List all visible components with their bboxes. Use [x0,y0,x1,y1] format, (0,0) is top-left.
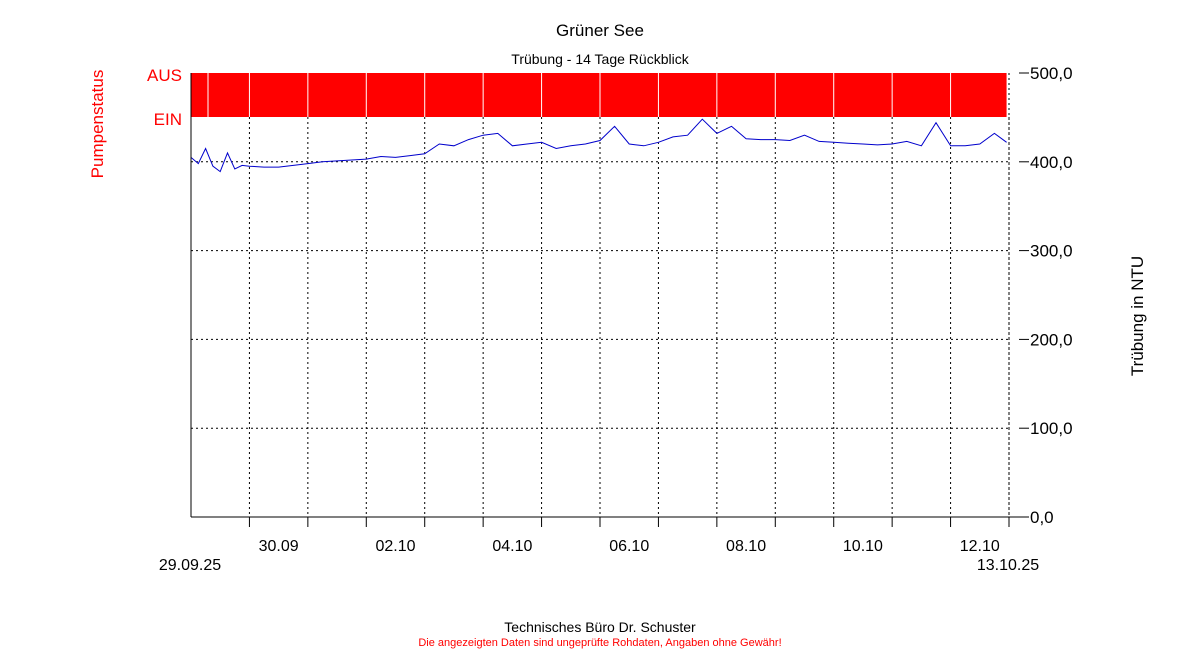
x-tick-label: 10.10 [843,538,883,555]
pump-status-bar [191,73,1007,117]
pump-axis-label: Pumpenstatus [88,70,107,179]
x-tick-label: 08.10 [726,538,766,555]
x-start-label: 29.09.25 [159,557,221,574]
chart-title: Grüner See [556,21,644,40]
pump-on-label: EIN [154,110,182,129]
chart-axes: 0,0 100,0 200,0 300,0 400,0 500,0 30.09 02.10 04… [190,64,1073,555]
turbidity-series-line [190,118,1007,173]
y-tick-label: 100,0 [1030,419,1073,438]
y-tick-label: 200,0 [1030,330,1073,349]
x-tick-label: 30.09 [259,538,299,555]
y-tick-label: 0,0 [1030,508,1054,527]
x-tick-label: 02.10 [375,538,415,555]
footer-disclaimer: Die angezeigten Daten sind ungeprüfte Ro… [418,637,781,649]
y-tick-label: 300,0 [1030,242,1073,261]
x-tick-label: 04.10 [492,538,532,555]
pump-status-band [191,73,1007,117]
series-layer [190,118,1007,173]
y-tick-label: 500,0 [1030,64,1073,83]
chart-grid [191,117,1010,517]
chart-subtitle: Trübung - 14 Tage Rückblick [511,51,689,67]
x-tick-label: 12.10 [960,538,1000,555]
pump-off-label: AUS [147,66,182,85]
y-axis-label: Trübung in NTU [1128,256,1147,376]
x-end-label: 13.10.25 [977,557,1039,574]
y-tick-label: 400,0 [1030,153,1073,172]
footer-company: Technisches Büro Dr. Schuster [504,619,696,635]
x-tick-label: 06.10 [609,538,649,555]
